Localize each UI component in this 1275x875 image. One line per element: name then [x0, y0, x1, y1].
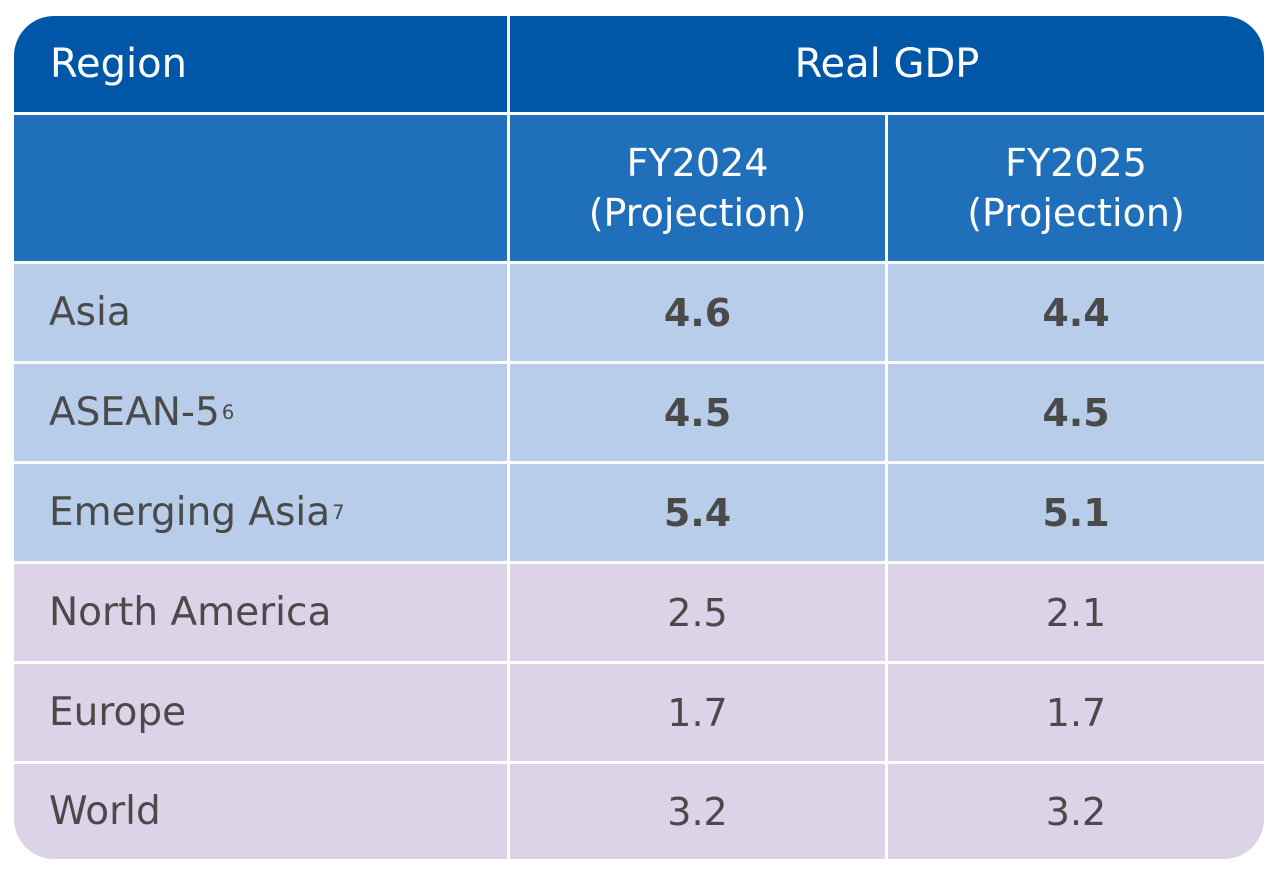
region-name: ASEAN-5 [49, 390, 220, 435]
fy2024-column-header: FY2024 (Projection) [510, 115, 885, 261]
fy2025-year: FY2025 [1005, 141, 1147, 185]
value-text: 4.5 [663, 390, 732, 435]
value-text: 2.1 [1045, 590, 1107, 635]
row-label-asean-5: ASEAN-5 6 [14, 364, 507, 461]
region-name: Europe [49, 690, 187, 735]
value-text: 4.5 [1042, 390, 1110, 435]
value-text: 1.7 [1045, 690, 1107, 735]
value-text: 5.4 [663, 490, 732, 535]
value-north-america-fy2025: 2.1 [888, 564, 1264, 661]
value-asean-5-fy2025: 4.5 [888, 364, 1264, 461]
gdp-table: Region Real GDP FY2024 (Projection) FY20… [14, 16, 1264, 859]
region-name: World [49, 789, 161, 834]
real-gdp-header-text: Real GDP [794, 41, 980, 87]
row-label-north-america: North America [14, 564, 507, 661]
value-world-fy2025: 3.2 [888, 764, 1264, 859]
value-emerging-asia-fy2024: 5.4 [510, 464, 885, 561]
row-label-europe: Europe [14, 664, 507, 761]
fy2025-column-header: FY2025 (Projection) [888, 115, 1264, 261]
value-text: 4.6 [663, 290, 732, 335]
fy2025-note: (Projection) [967, 191, 1185, 235]
value-emerging-asia-fy2025: 5.1 [888, 464, 1264, 561]
value-europe-fy2025: 1.7 [888, 664, 1264, 761]
value-text: 3.2 [1045, 789, 1107, 834]
row-label-world: World [14, 764, 507, 859]
value-text: 3.2 [667, 789, 728, 834]
value-text: 2.5 [667, 590, 728, 635]
row-label-asia: Asia [14, 264, 507, 361]
fy2024-year: FY2024 [626, 141, 769, 185]
value-asean-5-fy2024: 4.5 [510, 364, 885, 461]
value-text: 5.1 [1042, 490, 1110, 535]
value-europe-fy2024: 1.7 [510, 664, 885, 761]
region-name: North America [49, 590, 332, 635]
region-name: Emerging Asia [49, 490, 331, 535]
region-subheader-empty [14, 115, 507, 261]
value-text: 1.7 [667, 690, 728, 735]
region-column-header: Region [14, 16, 507, 112]
region-header-text: Region [50, 41, 187, 87]
region-name: Asia [49, 290, 131, 335]
value-asia-fy2024: 4.6 [510, 264, 885, 361]
value-asia-fy2025: 4.4 [888, 264, 1264, 361]
row-label-emerging-asia: Emerging Asia 7 [14, 464, 507, 561]
fy2024-note: (Projection) [588, 191, 807, 235]
value-world-fy2024: 3.2 [510, 764, 885, 859]
value-text: 4.4 [1042, 290, 1110, 335]
value-north-america-fy2024: 2.5 [510, 564, 885, 661]
real-gdp-column-header: Real GDP [510, 16, 1264, 112]
